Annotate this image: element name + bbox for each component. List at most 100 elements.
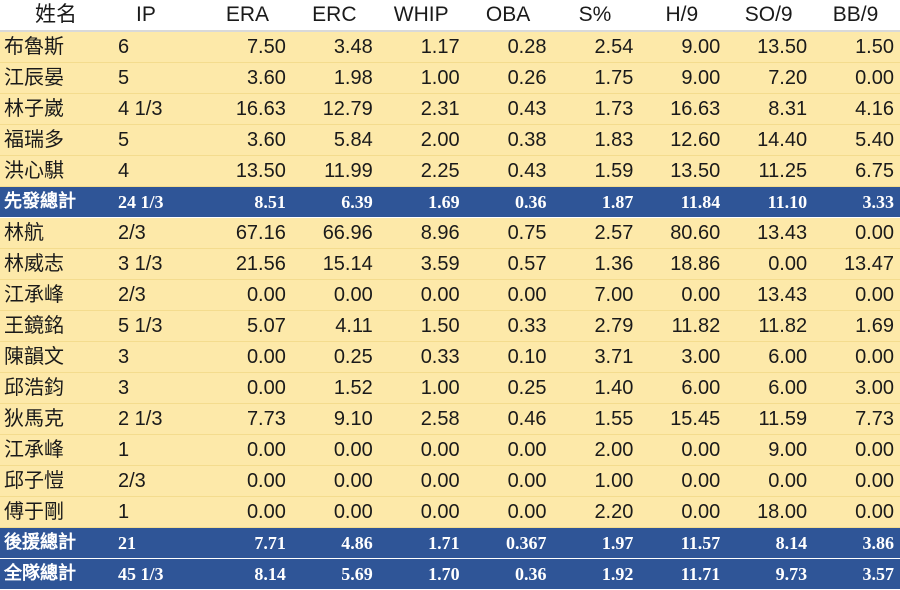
cell-bb-per-9: 0.00: [813, 62, 900, 94]
column-header-erc: ERC: [291, 0, 379, 32]
player-row: 王鏡銘 5 1/3 5.07 4.11 1.50 0.33 2.79 11.82 11.82 1.…: [0, 310, 900, 342]
cell-so-per-9: 7.20: [726, 62, 814, 94]
cell-s-pct: 2.00: [552, 434, 640, 466]
cell-era: 7.71: [205, 527, 292, 559]
cell-oba: 0.00: [465, 496, 553, 528]
player-row: 狄馬克 2 1/3 7.73 9.10 2.58 0.46 1.55 15.45 11.59 7.…: [0, 403, 900, 435]
cell-erc: 0.00: [291, 465, 379, 497]
cell-s-pct: 3.71: [552, 341, 640, 373]
cell-so-per-9: 11.10: [726, 186, 814, 218]
cell-ip: 24 1/3: [114, 186, 205, 218]
cell-whip: 2.25: [378, 155, 466, 187]
cell-bb-per-9: 1.50: [813, 31, 900, 63]
cell-erc: 4.86: [291, 527, 379, 559]
cell-oba: 0.10: [465, 341, 553, 373]
cell-era: 7.73: [205, 403, 292, 435]
cell-era: 5.07: [205, 310, 292, 342]
cell-s-pct: 7.00: [552, 279, 640, 311]
player-name: 林子崴: [0, 93, 114, 125]
cell-ip: 3: [114, 341, 205, 373]
cell-oba: 0.46: [465, 403, 553, 435]
cell-bb-per-9: 3.33: [813, 186, 900, 218]
column-header-bb-per-9: BB/9: [813, 0, 900, 32]
cell-whip: 0.33: [378, 341, 466, 373]
cell-erc: 11.99: [291, 155, 379, 187]
cell-erc: 3.48: [291, 31, 379, 63]
cell-erc: 0.00: [291, 279, 379, 311]
cell-so-per-9: 11.59: [726, 403, 814, 435]
cell-whip: 1.00: [378, 372, 466, 404]
cell-so-per-9: 0.00: [726, 465, 814, 497]
cell-whip: 0.00: [378, 434, 466, 466]
cell-erc: 0.00: [291, 434, 379, 466]
cell-era: 3.60: [205, 62, 292, 94]
cell-bb-per-9: 4.16: [813, 93, 900, 125]
cell-erc: 4.11: [291, 310, 379, 342]
cell-erc: 15.14: [291, 248, 379, 280]
cell-bb-per-9: 0.00: [813, 434, 900, 466]
player-row: 邱子愷 2/3 0.00 0.00 0.00 0.00 1.00 0.00 0.00 0.00: [0, 465, 900, 497]
cell-h-per-9: 12.60: [639, 124, 727, 156]
player-row: 傅于剛 1 0.00 0.00 0.00 0.00 2.20 0.00 18.00 0.00: [0, 496, 900, 528]
player-row: 林威志 3 1/3 21.56 15.14 3.59 0.57 1.36 18.86 0.00 1…: [0, 248, 900, 280]
player-name: 陳韻文: [0, 341, 114, 373]
cell-ip: 5: [114, 62, 205, 94]
cell-bb-per-9: 5.40: [813, 124, 900, 156]
cell-bb-per-9: 0.00: [813, 279, 900, 311]
cell-era: 0.00: [205, 496, 292, 528]
player-row: 福瑞多 5 3.60 5.84 2.00 0.38 1.83 12.60 14.40 5.40: [0, 124, 900, 156]
cell-h-per-9: 0.00: [639, 279, 727, 311]
cell-bb-per-9: 1.69: [813, 310, 900, 342]
cell-era: 0.00: [205, 341, 292, 373]
cell-oba: 0.25: [465, 372, 553, 404]
cell-era: 16.63: [205, 93, 292, 125]
cell-oba: 0.367: [465, 527, 553, 559]
cell-h-per-9: 16.63: [639, 93, 727, 125]
cell-h-per-9: 9.00: [639, 62, 727, 94]
cell-whip: 2.00: [378, 124, 466, 156]
cell-s-pct: 1.75: [552, 62, 640, 94]
cell-so-per-9: 18.00: [726, 496, 814, 528]
cell-so-per-9: 8.14: [726, 527, 814, 559]
cell-h-per-9: 18.86: [639, 248, 727, 280]
cell-whip: 3.59: [378, 248, 466, 280]
cell-ip: 2/3: [114, 279, 205, 311]
cell-h-per-9: 13.50: [639, 155, 727, 187]
player-name: 江承峰: [0, 434, 114, 466]
cell-bb-per-9: 0.00: [813, 496, 900, 528]
cell-oba: 0.33: [465, 310, 553, 342]
cell-ip: 5 1/3: [114, 310, 205, 342]
cell-whip: 1.00: [378, 62, 466, 94]
cell-ip: 6: [114, 31, 205, 63]
cell-ip: 2/3: [114, 465, 205, 497]
table-body: 布魯斯 6 7.50 3.48 1.17 0.28 2.54 9.00 13.50 1.50 江辰晏…: [0, 31, 900, 590]
cell-era: 8.51: [205, 186, 292, 218]
cell-oba: 0.36: [465, 186, 553, 218]
cell-oba: 0.36: [465, 558, 553, 590]
cell-so-per-9: 14.40: [726, 124, 814, 156]
column-header-s-pct: S%: [552, 0, 640, 32]
cell-whip: 1.50: [378, 310, 466, 342]
player-name: 江辰晏: [0, 62, 114, 94]
cell-whip: 0.00: [378, 496, 466, 528]
cell-h-per-9: 6.00: [639, 372, 727, 404]
cell-h-per-9: 11.57: [639, 527, 727, 559]
cell-bb-per-9: 13.47: [813, 248, 900, 280]
cell-so-per-9: 11.82: [726, 310, 814, 342]
cell-erc: 5.84: [291, 124, 379, 156]
column-header-oba: OBA: [465, 0, 553, 32]
cell-bb-per-9: 0.00: [813, 217, 900, 249]
cell-era: 13.50: [205, 155, 292, 187]
player-name: 邱子愷: [0, 465, 114, 497]
cell-h-per-9: 15.45: [639, 403, 727, 435]
player-name: 狄馬克: [0, 403, 114, 435]
cell-bb-per-9: 3.86: [813, 527, 900, 559]
cell-oba: 0.26: [465, 62, 553, 94]
cell-erc: 6.39: [291, 186, 379, 218]
cell-era: 0.00: [205, 372, 292, 404]
cell-era: 3.60: [205, 124, 292, 156]
cell-s-pct: 1.00: [552, 465, 640, 497]
cell-whip: 0.00: [378, 465, 466, 497]
cell-h-per-9: 0.00: [639, 465, 727, 497]
cell-ip: 21: [114, 527, 205, 559]
